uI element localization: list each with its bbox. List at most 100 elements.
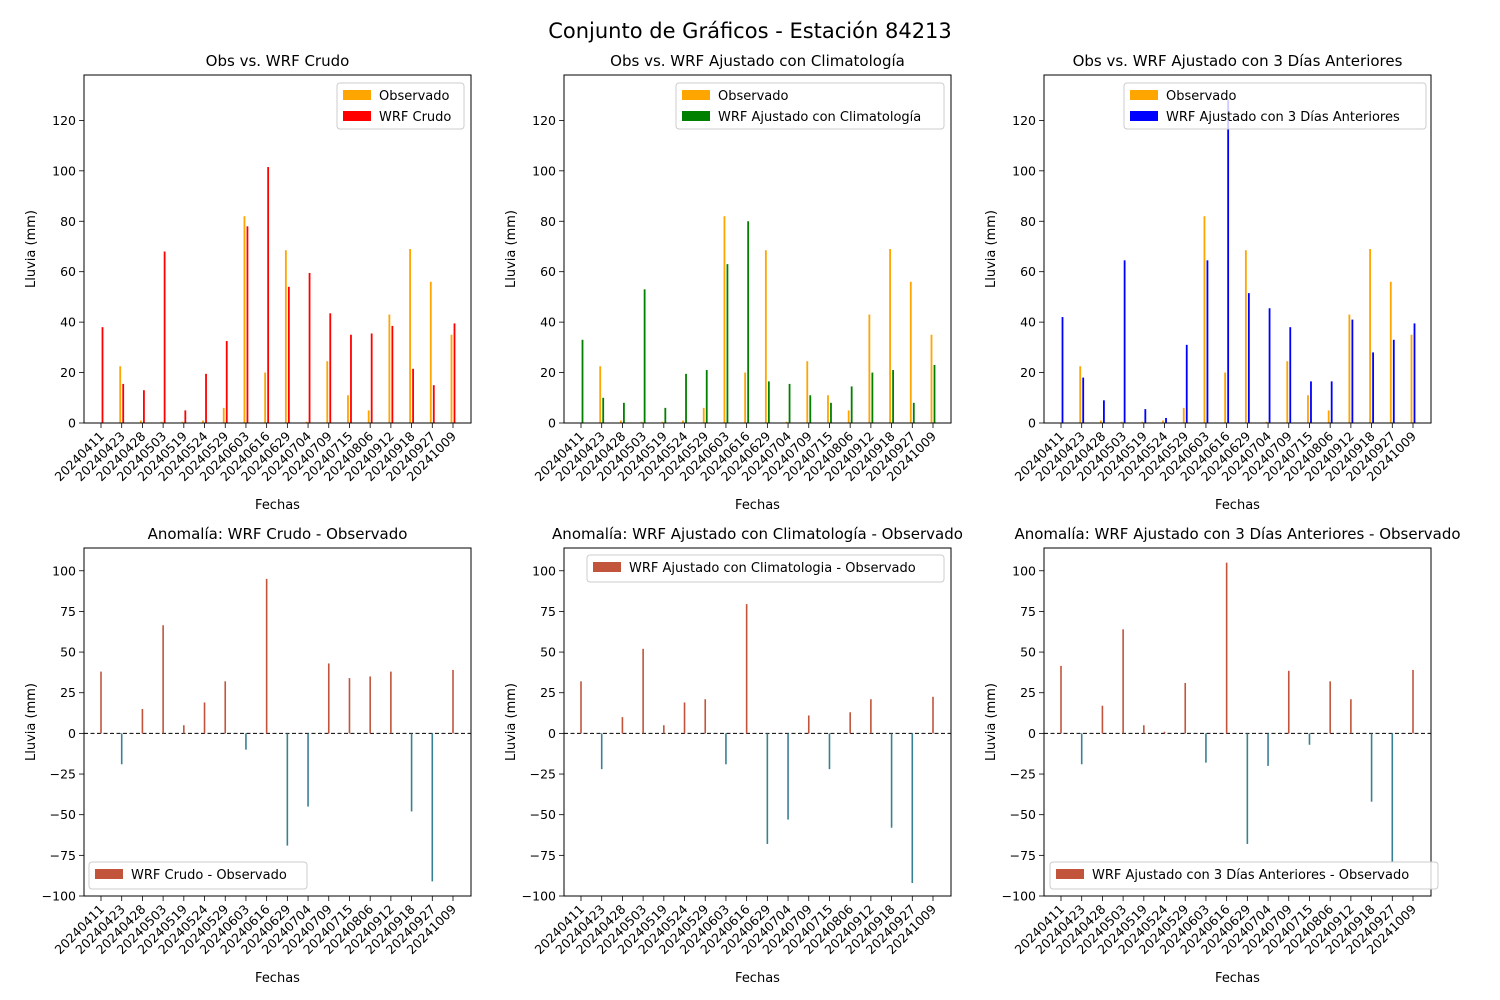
bar bbox=[450, 334, 453, 423]
y-tick-label: 0 bbox=[1028, 416, 1036, 431]
bar bbox=[933, 365, 936, 423]
legend-label: WRF Ajustado con Climatologia - Observad… bbox=[629, 561, 916, 576]
legend-box bbox=[1049, 861, 1439, 890]
bar bbox=[264, 372, 267, 423]
bar bbox=[621, 717, 624, 734]
bar bbox=[1122, 629, 1124, 734]
bar bbox=[160, 421, 163, 423]
bar bbox=[1247, 293, 1250, 423]
bar bbox=[1184, 682, 1187, 734]
bar bbox=[1370, 733, 1373, 802]
y-tick-label: 0 bbox=[68, 416, 76, 431]
y-tick-label: 60 bbox=[540, 264, 556, 279]
y-tick-label: 100 bbox=[532, 563, 556, 578]
bar bbox=[203, 702, 206, 734]
bar bbox=[661, 421, 664, 423]
bar bbox=[764, 250, 767, 423]
y-tick-label: −75 bbox=[1010, 848, 1036, 863]
y-tick-label: −25 bbox=[50, 767, 76, 782]
y-tick-label: 0 bbox=[68, 726, 76, 741]
bar bbox=[785, 421, 788, 423]
y-tick-label: 120 bbox=[1012, 113, 1036, 128]
chart-panel-1: Obs vs. WRF Crudo02040608010012020240411… bbox=[24, 52, 472, 513]
bar bbox=[119, 366, 122, 423]
y-tick-label: 50 bbox=[540, 645, 556, 660]
bar bbox=[1289, 327, 1292, 423]
x-axis-label: Fechas bbox=[1215, 971, 1260, 986]
bar bbox=[599, 366, 602, 423]
y-tick-label: 50 bbox=[1020, 645, 1036, 660]
bar bbox=[1351, 319, 1354, 423]
chart-panel-4: Anomalía: WRF Crudo - Observado −100 −75 −5… bbox=[24, 525, 472, 986]
bar bbox=[183, 725, 185, 734]
legend-swatch bbox=[95, 869, 123, 879]
bar bbox=[683, 702, 686, 734]
bar bbox=[890, 733, 893, 828]
bar bbox=[664, 407, 667, 423]
y-tick-label: 80 bbox=[60, 214, 76, 229]
y-axis-label: Lluvia (mm) bbox=[504, 683, 519, 761]
bar bbox=[1267, 733, 1269, 766]
chart-title: Obs vs. WRF Ajustado con 3 Días Anterior… bbox=[1073, 52, 1403, 70]
y-tick-label: 40 bbox=[1020, 315, 1036, 330]
bar bbox=[1389, 281, 1392, 423]
bar bbox=[287, 286, 290, 423]
bar bbox=[1287, 670, 1290, 734]
bar bbox=[1348, 314, 1351, 423]
bar bbox=[370, 333, 373, 423]
y-axis-label: Lluvia (mm) bbox=[24, 210, 39, 288]
bar bbox=[747, 221, 750, 423]
bar bbox=[452, 669, 454, 734]
legend-swatch bbox=[1130, 90, 1158, 100]
bar bbox=[1080, 733, 1083, 765]
bar bbox=[1372, 352, 1374, 423]
bar bbox=[726, 264, 729, 423]
bar bbox=[284, 250, 287, 423]
bar bbox=[1286, 361, 1289, 423]
bar bbox=[1327, 410, 1330, 423]
bar bbox=[1120, 421, 1123, 423]
bar bbox=[1244, 250, 1247, 423]
y-tick-label: 40 bbox=[540, 315, 556, 330]
y-tick-label: −50 bbox=[1010, 807, 1036, 822]
y-tick-label: 100 bbox=[532, 163, 556, 178]
y-tick-label: 80 bbox=[540, 214, 556, 229]
y-tick-label: 20 bbox=[540, 365, 556, 380]
bar bbox=[1082, 377, 1085, 423]
x-axis-label: Fechas bbox=[255, 498, 300, 513]
bar bbox=[745, 604, 748, 734]
y-tick-label: 0 bbox=[548, 416, 556, 431]
bar bbox=[181, 421, 184, 423]
bar bbox=[224, 681, 227, 734]
bar bbox=[723, 216, 726, 423]
bar bbox=[1182, 407, 1185, 423]
bar bbox=[286, 733, 289, 846]
chart-panel-3: Obs vs. WRF Ajustado con 3 Días Anterior… bbox=[984, 52, 1432, 513]
bar bbox=[1307, 395, 1309, 423]
y-tick-label: −25 bbox=[530, 767, 556, 782]
bar bbox=[245, 733, 247, 750]
bar bbox=[1413, 323, 1416, 423]
bar bbox=[932, 696, 934, 734]
y-tick-label: 100 bbox=[52, 563, 76, 578]
bar bbox=[767, 381, 770, 423]
chart-title: Anomalía: WRF Ajustado con Climatología … bbox=[552, 525, 963, 543]
legend: Observado WRF Crudo bbox=[336, 82, 465, 130]
bar bbox=[1203, 216, 1206, 423]
bar bbox=[581, 339, 584, 423]
bar bbox=[685, 373, 687, 423]
bar bbox=[766, 733, 769, 844]
legend-label: Observado bbox=[718, 89, 789, 104]
bar bbox=[1265, 421, 1268, 423]
legend: WRF Ajustado con 3 Días Anteriores - Obs… bbox=[1049, 861, 1439, 890]
bar bbox=[1246, 733, 1249, 844]
bar bbox=[725, 733, 727, 765]
bar bbox=[391, 325, 394, 423]
bar bbox=[620, 420, 622, 423]
bar bbox=[222, 407, 225, 423]
bar bbox=[367, 410, 370, 423]
y-tick-label: 25 bbox=[60, 685, 76, 700]
y-tick-label: 75 bbox=[540, 604, 556, 619]
bar bbox=[307, 733, 309, 807]
